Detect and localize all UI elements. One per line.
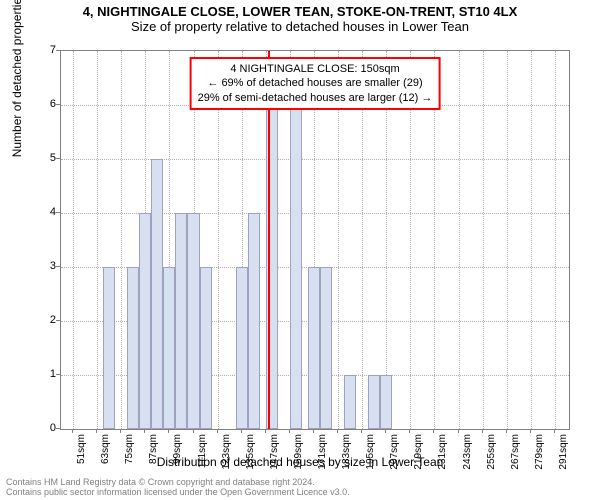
x-tick <box>193 429 194 433</box>
histogram-bar <box>236 267 248 429</box>
y-axis-label: Number of detached properties <box>10 0 24 157</box>
histogram-bar <box>139 213 151 429</box>
y-tick-label: 5 <box>50 152 56 164</box>
x-tick <box>168 429 169 433</box>
y-tick <box>56 428 60 429</box>
x-tick <box>120 429 121 433</box>
x-tick-label: 243sqm <box>462 434 473 474</box>
page-title: 4, NIGHTINGALE CLOSE, LOWER TEAN, STOKE-… <box>0 4 600 19</box>
x-tick-label: 99sqm <box>172 434 183 474</box>
x-tick <box>289 429 290 433</box>
x-tick-label: 207sqm <box>389 434 400 474</box>
gridline-h <box>61 213 569 214</box>
x-tick-label: 171sqm <box>317 434 328 474</box>
y-tick-label: 6 <box>50 98 56 110</box>
y-tick <box>56 266 60 267</box>
y-tick-label: 2 <box>50 314 56 326</box>
y-tick <box>56 104 60 105</box>
x-tick-label: 255sqm <box>486 434 497 474</box>
info-line-3: 29% of semi-detached houses are larger (… <box>198 91 433 105</box>
gridline-v <box>507 51 508 429</box>
info-line-2: ← 69% of detached houses are smaller (29… <box>198 76 433 90</box>
histogram-bar <box>127 267 139 429</box>
y-tick <box>56 374 60 375</box>
y-tick <box>56 158 60 159</box>
x-tick-label: 159sqm <box>293 434 304 474</box>
x-tick-label: 291sqm <box>558 434 569 474</box>
info-line-1: 4 NIGHTINGALE CLOSE: 150sqm <box>198 62 433 76</box>
x-tick <box>72 429 73 433</box>
histogram-bar <box>320 267 332 429</box>
page-subtitle: Size of property relative to detached ho… <box>0 19 600 34</box>
histogram-bar <box>248 213 260 429</box>
y-tick-label: 3 <box>50 260 56 272</box>
x-tick-label: 279sqm <box>534 434 545 474</box>
x-tick <box>241 429 242 433</box>
x-tick-label: 123sqm <box>221 434 232 474</box>
histogram-chart: 4 NIGHTINGALE CLOSE: 150sqm ← 69% of det… <box>60 50 570 430</box>
x-tick-label: 87sqm <box>148 434 159 474</box>
info-box: 4 NIGHTINGALE CLOSE: 150sqm ← 69% of det… <box>190 57 441 110</box>
x-tick-label: 51sqm <box>76 434 87 474</box>
gridline-v <box>483 51 484 429</box>
gridline-v <box>459 51 460 429</box>
x-tick <box>313 429 314 433</box>
x-tick <box>96 429 97 433</box>
x-tick <box>265 429 266 433</box>
gridline-v <box>97 51 98 429</box>
histogram-bar <box>368 375 380 429</box>
histogram-bar <box>175 213 187 429</box>
x-tick-label: 63sqm <box>100 434 111 474</box>
gridline-v <box>531 51 532 429</box>
x-tick <box>361 429 362 433</box>
y-tick <box>56 50 60 51</box>
histogram-bar <box>344 375 356 429</box>
x-tick-label: 267sqm <box>510 434 521 474</box>
y-tick <box>56 320 60 321</box>
x-tick-label: 183sqm <box>341 434 352 474</box>
x-tick-label: 135sqm <box>245 434 256 474</box>
x-tick <box>482 429 483 433</box>
x-tick <box>554 429 555 433</box>
x-tick-label: 195sqm <box>365 434 376 474</box>
x-tick <box>506 429 507 433</box>
y-tick-label: 7 <box>50 44 56 56</box>
y-tick-label: 1 <box>50 368 56 380</box>
gridline-h <box>61 159 569 160</box>
y-tick-label: 4 <box>50 206 56 218</box>
y-tick <box>56 212 60 213</box>
x-tick <box>530 429 531 433</box>
histogram-bar <box>151 159 163 429</box>
footer-line-2: Contains public sector information licen… <box>6 488 350 498</box>
histogram-bar <box>308 267 320 429</box>
histogram-bar <box>290 105 302 429</box>
y-tick-label: 0 <box>50 422 56 434</box>
x-tick-label: 219sqm <box>413 434 424 474</box>
x-tick <box>144 429 145 433</box>
gridline-v <box>555 51 556 429</box>
footer-attribution: Contains HM Land Registry data © Crown c… <box>6 478 350 498</box>
histogram-bar <box>187 213 199 429</box>
x-tick-label: 147sqm <box>269 434 280 474</box>
histogram-bar <box>200 267 212 429</box>
gridline-v <box>73 51 74 429</box>
x-tick <box>337 429 338 433</box>
histogram-bar <box>163 267 175 429</box>
x-tick-label: 111sqm <box>197 434 208 474</box>
x-tick-label: 231sqm <box>437 434 448 474</box>
histogram-bar <box>380 375 392 429</box>
x-tick <box>433 429 434 433</box>
histogram-bar <box>103 267 115 429</box>
x-tick <box>458 429 459 433</box>
x-tick <box>385 429 386 433</box>
gridline-v <box>121 51 122 429</box>
x-tick-label: 75sqm <box>124 434 135 474</box>
x-tick <box>217 429 218 433</box>
x-tick <box>409 429 410 433</box>
